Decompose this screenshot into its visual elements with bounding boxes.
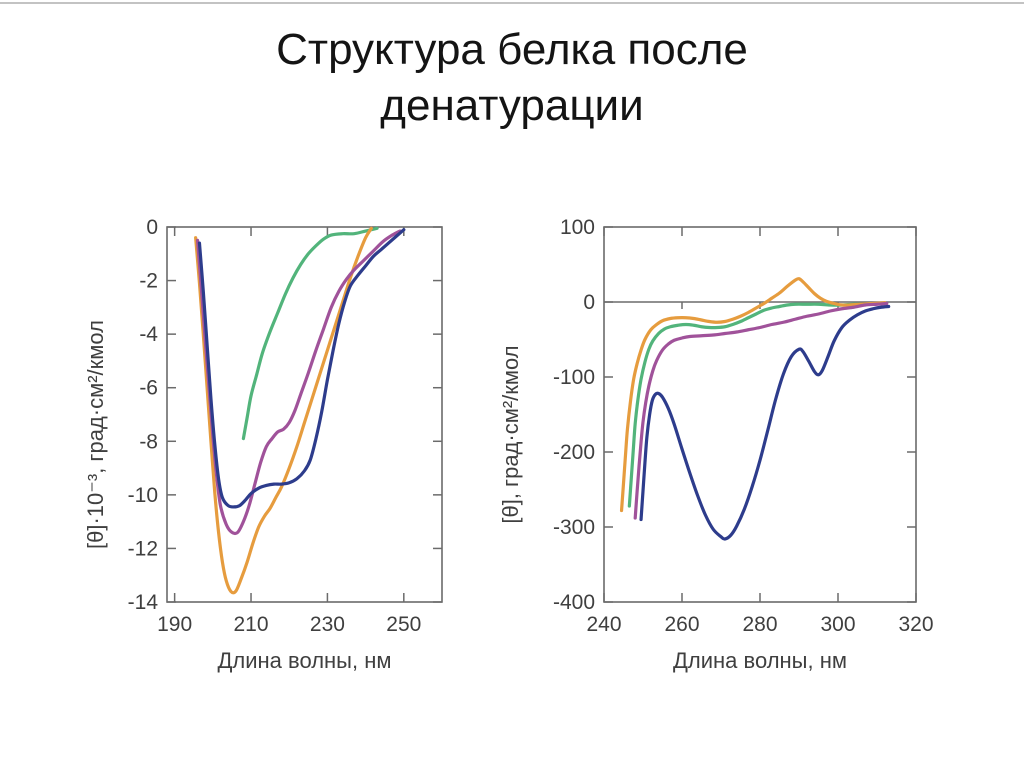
y-tick-label: -10 [128, 484, 158, 507]
x-tick-label: 300 [820, 613, 855, 636]
x-tick-label: 240 [586, 613, 621, 636]
x-tick-label: 230 [310, 613, 345, 636]
y-tick-label: -400 [553, 591, 595, 614]
y-tick-label: -200 [553, 441, 595, 464]
far-uv-cd-chart: 190 210 230 250 0 -2 -4 -6 -8 -10 -12 -14 Длина волн… [75, 200, 475, 700]
far-uv-cd-chart-svg: 190 210 230 250 0 -2 -4 -6 -8 -10 -12 -14 Длина волн… [83, 216, 443, 673]
y-tick-label: -300 [553, 516, 595, 539]
y-axis-title: [θ]·10⁻³, град·см²/кмол [83, 320, 108, 549]
slide-title: Структура белка после денатурации [0, 22, 1024, 135]
y-tick-label: -8 [139, 430, 158, 453]
y-tick-label: 0 [583, 291, 595, 314]
near-uv-cd-chart-svg: 240 260 280 300 320 100 0 -100 -200 -300 -400 Длина… [498, 216, 934, 673]
curve-purple-curve [195, 229, 402, 536]
y-tick-label: -14 [128, 591, 159, 614]
curve-orange-curve [194, 226, 373, 595]
plot-frame [166, 226, 443, 603]
x-tick-label: 260 [664, 613, 699, 636]
x-axis-title: Длина волны, нм [217, 648, 391, 673]
curve-orange-curve [619, 277, 887, 513]
x-tick-label: 280 [742, 613, 777, 636]
curve-blue-curve [197, 228, 406, 509]
y-axis-title: [θ], град·см²/кмол [498, 345, 523, 523]
curve-green-curve [241, 226, 379, 441]
slide-title-text: Структура белка после денатурации [276, 25, 748, 131]
x-axis-title: Длина волны, нм [673, 648, 847, 673]
slide-top-border [0, 2, 1024, 4]
y-tick-label: 0 [146, 216, 158, 239]
y-tick-label: -6 [139, 377, 158, 400]
y-tick-label: -4 [139, 323, 158, 346]
y-tick-label: -12 [128, 537, 158, 560]
y-tick-label: 100 [560, 216, 595, 239]
curve-blue-curve [639, 304, 891, 541]
x-tick-label: 320 [898, 613, 933, 636]
y-tick-label: -100 [553, 366, 595, 389]
y-tick-label: -2 [139, 270, 158, 293]
curve-green-curve [627, 301, 887, 508]
x-tick-label: 190 [157, 613, 192, 636]
x-tick-label: 210 [234, 613, 269, 636]
curve-purple-curve [633, 301, 889, 520]
near-uv-cd-chart: 240 260 280 300 320 100 0 -100 -200 -300 -400 Длина… [480, 200, 940, 700]
x-tick-label: 250 [386, 613, 421, 636]
